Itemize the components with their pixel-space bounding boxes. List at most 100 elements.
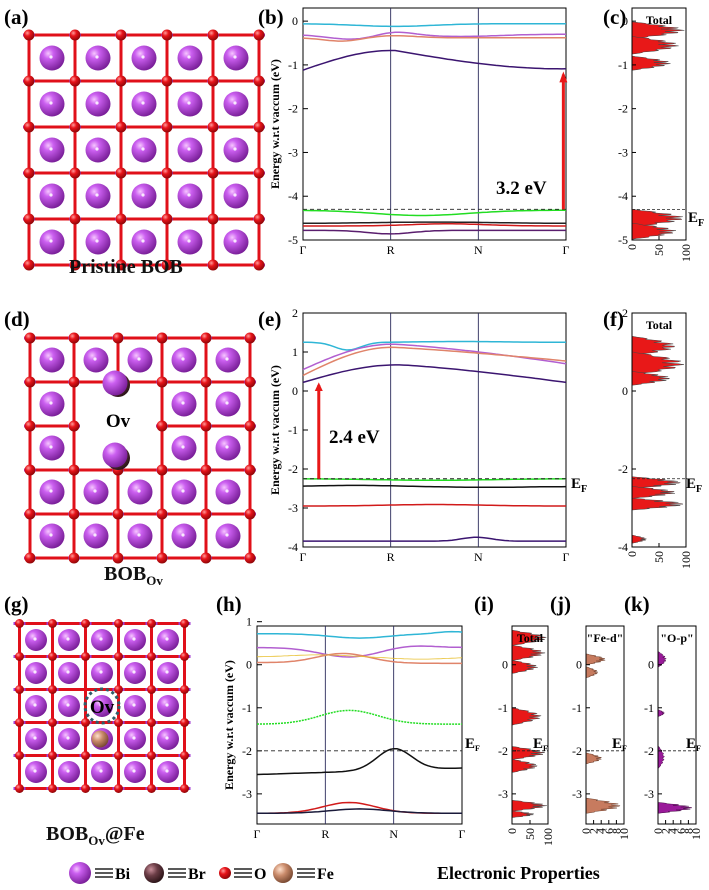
atom-o — [156, 464, 168, 476]
band-gap-ov: 2.4 eV — [329, 427, 380, 448]
y-tick-label: 0 — [622, 14, 628, 28]
atom-o — [68, 552, 80, 564]
atom-o — [244, 420, 256, 432]
x-tick-label: 0 — [579, 828, 593, 834]
y-tick-label: -5 — [288, 233, 298, 247]
x-tick-label: 6 — [674, 828, 688, 834]
atom-o — [48, 685, 57, 694]
atom-o — [244, 508, 256, 520]
atom-o — [253, 29, 265, 41]
atom-bi-highlight — [165, 703, 169, 707]
atom-bi-highlight — [66, 736, 70, 740]
atom-bi-highlight — [49, 533, 53, 537]
atom-bi-highlight — [49, 489, 53, 493]
atom-o — [161, 75, 173, 87]
atom-bi-highlight — [49, 445, 53, 449]
atom-o — [180, 751, 189, 760]
atom-o — [115, 121, 127, 133]
atom-bi-highlight — [132, 736, 136, 740]
y-tick-label: -2 — [498, 744, 508, 758]
atom-o — [69, 29, 81, 41]
atom-o — [156, 420, 168, 432]
dos-peak — [631, 498, 684, 511]
atom-o — [68, 376, 80, 388]
atom-o — [253, 121, 265, 133]
ov-vacancy-label: Ov — [106, 411, 131, 432]
atom-bi-highlight — [225, 401, 229, 405]
ov-vacancy-label-small: Ov — [90, 697, 115, 718]
atom-bi-highlight — [132, 703, 136, 707]
atom-o — [81, 718, 90, 727]
panel-label-j: (j) — [550, 592, 571, 616]
atom-o — [81, 652, 90, 661]
atom-o — [253, 75, 265, 87]
atom-o — [161, 29, 173, 41]
dos-peak — [511, 645, 546, 661]
x-tick-label: 10 — [689, 828, 703, 840]
atom-bi-highlight — [165, 637, 169, 641]
atom-o — [200, 464, 212, 476]
panel-label-g: (g) — [4, 592, 29, 616]
atom-o — [69, 259, 81, 271]
y-tick-label: 0 — [292, 14, 298, 28]
band-line — [302, 484, 567, 489]
atom-o — [69, 167, 81, 179]
fermi-label-sub: F — [543, 744, 548, 753]
atom-bi-highlight — [132, 769, 136, 773]
atom-bi-highlight — [49, 357, 53, 361]
band-line — [303, 340, 566, 351]
y-tick-label: -2 — [618, 462, 628, 476]
atom-bi-highlight — [66, 703, 70, 707]
atom-o — [115, 213, 127, 225]
y-tick-label: 0 — [622, 384, 628, 398]
atom-o — [200, 332, 212, 344]
atom-o — [200, 420, 212, 432]
band-line — [302, 34, 566, 42]
atom-bi-highlight — [181, 401, 185, 405]
y-tick-label: 0 — [292, 384, 298, 398]
dos-title: Total — [646, 13, 673, 27]
atom-bi-highlight — [66, 637, 70, 641]
atom-o — [180, 784, 189, 793]
atom-o — [114, 619, 123, 628]
atom-o — [147, 685, 156, 694]
y-tick-label: -5 — [618, 233, 628, 247]
fermi-label-k: EF — [686, 736, 701, 753]
dos-peak — [585, 666, 599, 678]
fermi-label-e: EF — [571, 476, 587, 495]
atom-bi-highlight — [95, 55, 99, 59]
legend: Bi Br O Fe Electronic Properties — [69, 862, 600, 884]
band-gap-pristine: 3.2 eV — [496, 178, 547, 199]
band-structure-ov-fe: 1 0 -1 -2 -3 Γ R N Γ Energy w.r.t vaccum (eV) EF — [222, 615, 480, 841]
atom-bi-highlight — [225, 533, 229, 537]
dos-peak — [631, 223, 676, 240]
atom-o — [15, 685, 24, 694]
dos-peak — [511, 707, 542, 726]
x-tick-label: 0 — [505, 828, 519, 834]
dos-peak — [631, 476, 681, 489]
atom-bi-highlight — [181, 445, 185, 449]
atom-bi-highlight — [141, 193, 145, 197]
fermi-label-i: EF — [533, 736, 548, 753]
caption-ov: BOBOv — [104, 563, 163, 588]
atom-bi-highlight — [165, 736, 169, 740]
atom-o — [114, 652, 123, 661]
atom-o — [112, 552, 124, 564]
atom-bi-highlight — [49, 101, 53, 105]
atom-o — [115, 259, 127, 271]
y-tick-label: -2 — [644, 744, 654, 758]
atom-o — [244, 376, 256, 388]
atom-o — [68, 332, 80, 344]
y-tick-label: 0 — [502, 658, 508, 672]
atom-o — [147, 784, 156, 793]
atom-bi-highlight — [132, 670, 136, 674]
k-label: Γ — [563, 243, 570, 257]
atom-o — [69, 213, 81, 225]
band-line — [303, 536, 566, 542]
dos-peak — [511, 759, 538, 773]
legend-br-atom — [144, 863, 164, 883]
